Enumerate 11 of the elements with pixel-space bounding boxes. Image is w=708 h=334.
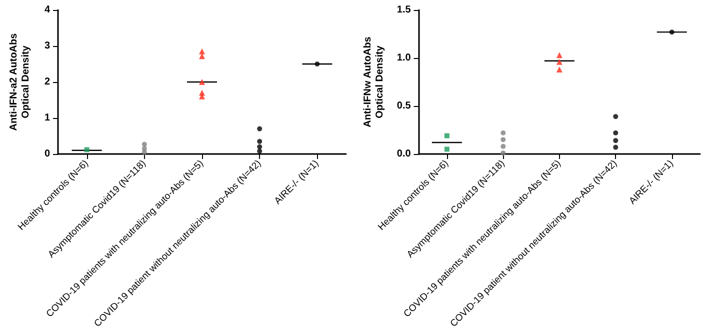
y-tick-label: 2 xyxy=(44,76,50,88)
y-tick-label: 1.5 xyxy=(396,4,412,16)
y-tick-label: 4 xyxy=(44,4,50,16)
y-axis-title: Anti-IFN-a2 AutoAbs Optical Density xyxy=(8,32,32,131)
y-tick-label: 0 xyxy=(44,148,50,160)
y-tick-label: 0.5 xyxy=(396,100,412,112)
y-tick-label: 3 xyxy=(44,40,50,52)
y-tick-label: 1.0 xyxy=(396,52,412,64)
y-tick-label: 0.0 xyxy=(396,148,412,160)
y-tick-label: 1 xyxy=(44,112,50,124)
y-axis-title: Anti-IFNw AutoAbs Optical Density xyxy=(362,36,386,128)
